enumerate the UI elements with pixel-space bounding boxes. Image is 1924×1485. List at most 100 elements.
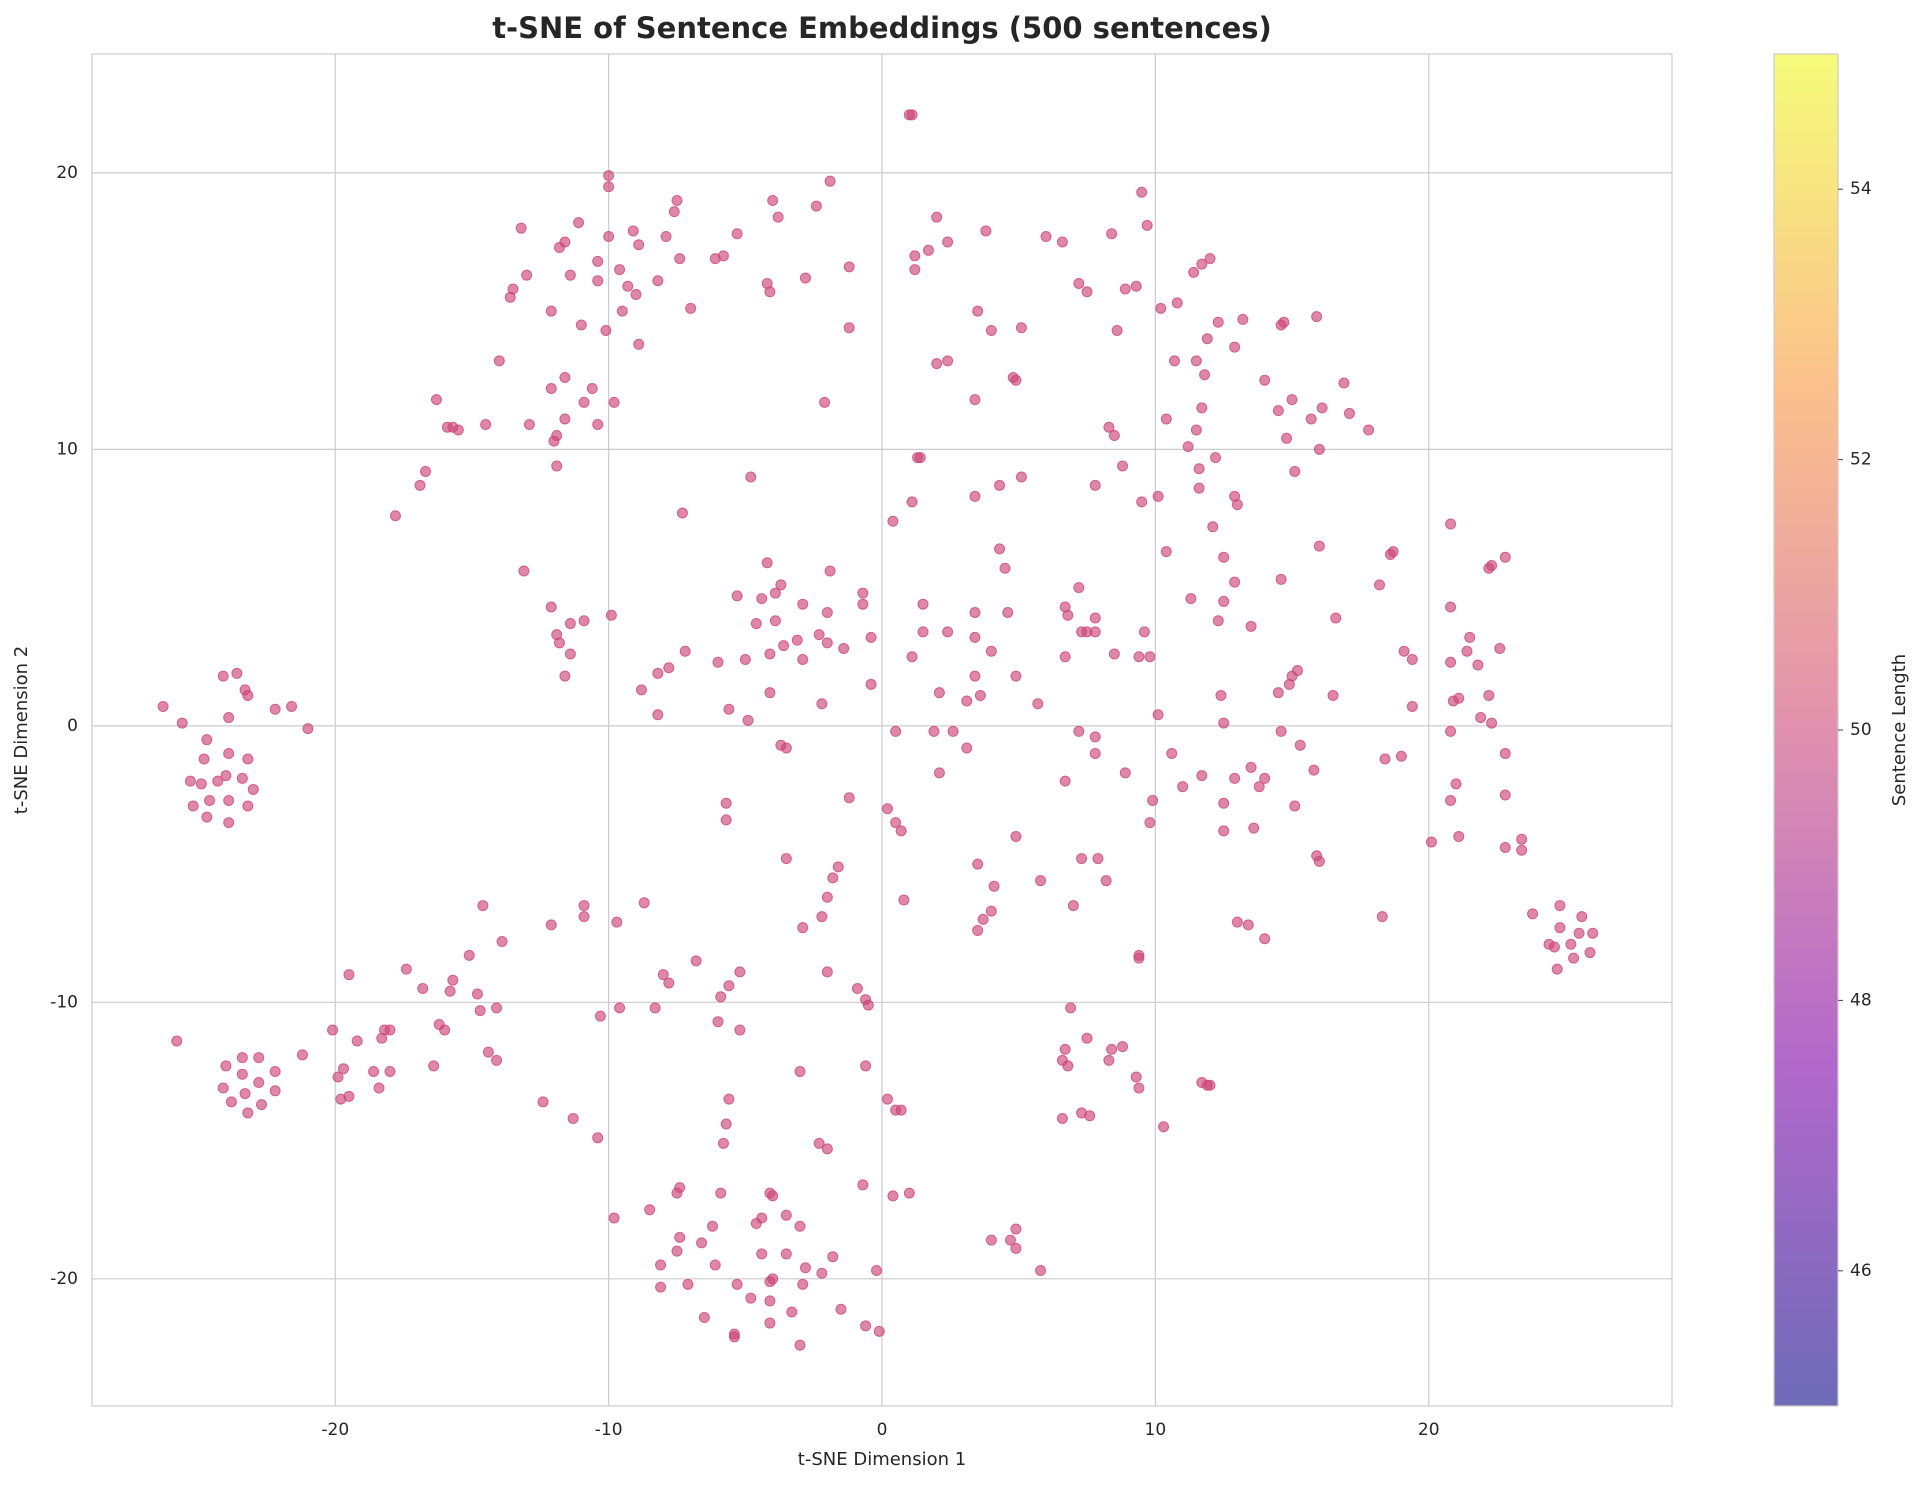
point — [1376, 911, 1388, 923]
point — [821, 966, 833, 978]
point — [1272, 687, 1284, 699]
point — [1218, 551, 1230, 563]
point — [1453, 692, 1465, 704]
point — [1343, 407, 1355, 419]
point — [1160, 546, 1172, 558]
point — [1218, 717, 1230, 729]
point — [969, 670, 981, 682]
point — [909, 250, 921, 262]
point — [860, 1320, 872, 1332]
point — [1584, 947, 1596, 959]
point — [220, 1060, 232, 1072]
point — [239, 1088, 251, 1100]
chart-title: t-SNE of Sentence Embeddings (500 senten… — [492, 11, 1272, 45]
point — [775, 579, 787, 591]
point — [1384, 548, 1396, 560]
point — [1464, 631, 1476, 643]
x-tick-label: 20 — [1418, 1420, 1440, 1440]
point — [586, 383, 598, 395]
point — [671, 1187, 683, 1199]
point — [373, 1082, 385, 1094]
point — [974, 689, 986, 701]
point — [1499, 748, 1511, 760]
point — [1190, 424, 1202, 436]
point — [862, 999, 874, 1011]
point — [794, 1339, 806, 1351]
point — [1445, 795, 1457, 807]
point — [717, 250, 729, 262]
point — [400, 963, 412, 975]
point — [201, 811, 213, 823]
point — [1245, 761, 1257, 773]
point — [750, 618, 762, 630]
point — [444, 985, 456, 997]
point — [545, 383, 557, 395]
point — [567, 1112, 579, 1124]
point — [780, 1248, 792, 1260]
point — [857, 598, 869, 610]
point — [1196, 258, 1208, 270]
point — [903, 1187, 915, 1199]
point — [1363, 424, 1375, 436]
point — [871, 1265, 883, 1277]
point — [799, 1262, 811, 1274]
point — [1201, 333, 1213, 345]
point — [816, 911, 828, 923]
point — [447, 974, 459, 986]
point — [236, 1052, 248, 1064]
point — [942, 355, 954, 367]
point — [969, 631, 981, 643]
point — [715, 991, 727, 1003]
point — [857, 587, 869, 599]
point — [797, 922, 809, 934]
point — [1089, 748, 1101, 760]
point — [917, 626, 929, 638]
point — [573, 217, 585, 229]
point — [1010, 1242, 1022, 1254]
point — [1242, 919, 1254, 931]
point — [269, 1065, 281, 1077]
point — [242, 753, 254, 765]
point — [368, 1065, 380, 1077]
point — [184, 775, 196, 787]
point — [674, 1231, 686, 1243]
point — [674, 253, 686, 265]
point — [1445, 725, 1457, 737]
point — [690, 955, 702, 967]
point — [1035, 1265, 1047, 1277]
point — [772, 211, 784, 223]
point — [1147, 795, 1159, 807]
point — [1379, 753, 1391, 765]
point — [1171, 297, 1183, 309]
point — [1237, 313, 1249, 325]
point — [217, 670, 229, 682]
point — [887, 1190, 899, 1202]
point — [756, 1212, 768, 1224]
point — [176, 717, 188, 729]
point — [564, 648, 576, 660]
point — [204, 795, 216, 807]
point — [1196, 402, 1208, 414]
point — [764, 1317, 776, 1329]
point — [223, 748, 235, 760]
point — [463, 949, 475, 961]
point — [1081, 1032, 1093, 1044]
point — [1398, 645, 1410, 657]
point — [865, 631, 877, 643]
point — [933, 687, 945, 699]
y-axis-label: t-SNE Dimension 2 — [11, 646, 32, 814]
point — [977, 913, 989, 925]
point — [286, 700, 298, 712]
point — [994, 543, 1006, 555]
point — [1548, 941, 1560, 953]
point — [611, 916, 623, 928]
colorbar-tick-label: 54 — [1850, 179, 1872, 199]
point — [564, 269, 576, 281]
point — [1133, 651, 1145, 663]
point — [824, 565, 836, 577]
point — [794, 1220, 806, 1232]
point — [1059, 1043, 1071, 1055]
point — [745, 471, 757, 483]
colorbar-tick-label: 50 — [1850, 720, 1872, 740]
point — [302, 723, 314, 735]
